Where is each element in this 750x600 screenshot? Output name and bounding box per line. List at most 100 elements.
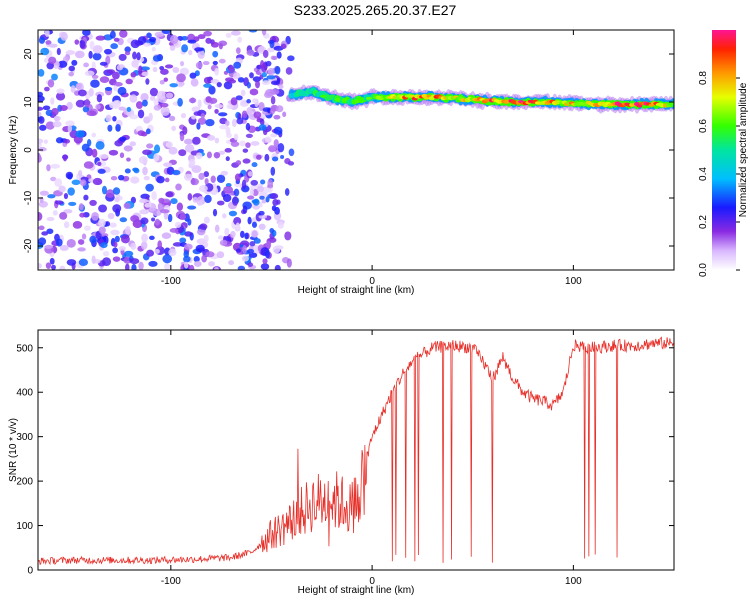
noise-blob [116,64,124,71]
noise-blob [266,75,276,80]
noise-blob [120,235,130,244]
noise-blob [108,149,119,156]
noise-blob [59,104,68,111]
noise-blob [154,218,160,226]
noise-blob [253,111,262,119]
noise-blob [285,67,293,75]
noise-blob [149,87,159,97]
noise-blob [63,221,70,229]
noise-blob [38,225,45,231]
noise-blob [179,237,187,244]
noise-blob [83,62,89,68]
noise-blob [179,213,187,220]
noise-blob [68,65,76,72]
noise-blob [196,200,203,206]
noise-blob [187,205,197,210]
noise-blob [252,198,260,206]
noise-blob [180,60,185,67]
noise-blob [95,140,105,150]
y-tick-label: 0 [23,147,34,153]
colorbar: 0.0 0.2 0.4 0.6 0.8 Normalized spectral ampl… [698,30,749,277]
noise-blob [95,104,101,110]
noise-blob [172,66,180,73]
noise-blob [110,43,119,50]
noise-blob [146,143,154,149]
noise-blob [235,47,241,55]
noise-blob [269,40,275,49]
noise-blob [213,151,221,159]
noise-blob [159,79,165,85]
noise-blob [104,221,111,227]
noise-blob [105,189,115,198]
noise-blob [251,221,258,228]
noise-blob [163,77,169,82]
colorbar-tick-label: 0.6 [698,119,709,133]
noise-blob [195,244,205,252]
noise-blob [38,106,44,111]
noise-blob [96,94,103,103]
noise-blob [178,81,185,86]
noise-blob [208,85,216,95]
noise-blob [123,202,131,209]
noise-blob [208,261,216,267]
noise-blob [277,143,285,153]
noise-blob [105,114,112,122]
noise-blob [146,249,155,257]
noise-blob [236,117,244,125]
noise-blob [77,89,87,97]
noise-blob [216,174,226,183]
bottom-y-axis-label: SNR (10 * v/v) [8,418,19,482]
noise-blob [261,80,271,86]
noise-blob [65,171,74,180]
noise-blob [122,175,130,182]
noise-blob [193,111,202,116]
noise-blob [124,168,131,174]
noise-blob [232,196,239,206]
noise-blob [270,96,276,105]
chart-title: S233.2025.265.20.37.E27 [293,2,457,18]
noise-blob [38,153,42,163]
noise-blob [191,115,197,120]
noise-blob [250,141,260,146]
noise-blob [262,258,268,265]
noise-blob [149,95,156,101]
noise-blob [130,215,140,223]
y-tick-label: 0 [27,566,33,577]
noise-blob [89,40,95,50]
noise-blob [152,66,158,73]
noise-blob [214,67,220,76]
noise-blob [212,208,218,217]
noise-blob [125,263,130,270]
noise-blob [231,118,237,128]
noise-blob [118,174,125,181]
noise-blob [114,99,121,108]
noise-blob [114,235,120,243]
noise-blob [225,156,230,162]
noise-blob [38,68,45,77]
colorbar-ticks: 0.0 0.2 0.4 0.6 0.8 [698,71,740,277]
noise-blob [226,132,232,139]
noise-blob [168,146,178,155]
noise-blob [197,99,202,108]
noise-blob [170,198,178,205]
noise-blob [137,36,147,45]
noise-blob [82,30,91,36]
noise-blob [79,212,86,218]
noise-blob [214,104,224,109]
noise-blob [220,170,229,176]
noise-blob [174,221,182,228]
noise-blob [143,175,150,181]
noise-blob [264,153,270,162]
noise-blob [79,179,87,186]
noise-blob [45,40,52,45]
noise-blob [89,235,97,244]
bottom-y-axis: 0 100 200 300 400 500 [16,343,674,577]
noise-blob [258,214,268,219]
noise-blob [259,118,265,126]
noise-blob [50,163,61,169]
top-x-axis-label: Height of straight line (km) [298,285,415,296]
noise-blob [224,148,232,153]
noise-blob [63,209,73,214]
noise-blob [77,239,85,245]
noise-blob [181,44,189,53]
